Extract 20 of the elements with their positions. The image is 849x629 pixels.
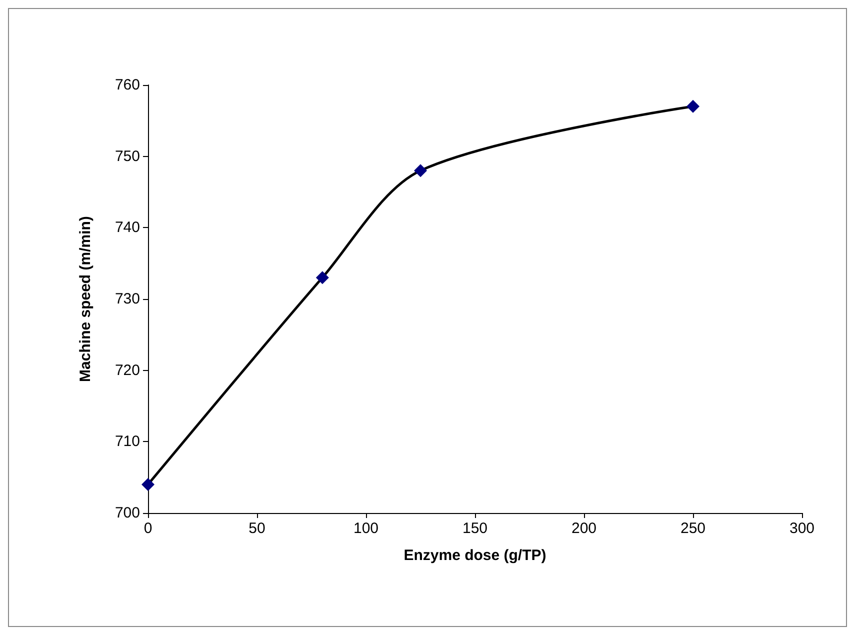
y-tick-label: 700 xyxy=(114,504,140,522)
point xyxy=(142,478,154,491)
point xyxy=(414,164,427,178)
x-tick-label: 200 xyxy=(571,520,597,537)
point xyxy=(316,271,329,284)
y-tick-label: 720 xyxy=(114,362,140,379)
y-tick-label: 760 xyxy=(114,76,140,94)
x-tick-label: 50 xyxy=(248,520,266,537)
x-tick-label: 150 xyxy=(462,520,488,537)
y-tick-label: 740 xyxy=(114,219,140,236)
x-tick-label: 100 xyxy=(353,520,379,537)
y-axis-title: Machine speed (m/min) xyxy=(77,216,94,382)
y-tick-label: 750 xyxy=(114,148,140,165)
x-tick-label: 0 xyxy=(144,520,152,537)
x-tick-label: 300 xyxy=(789,520,815,537)
x-axis-title: Enzyme dose (g/TP) xyxy=(404,547,546,564)
point xyxy=(686,100,700,113)
y-tick-label: 710 xyxy=(114,433,140,450)
x-tick-label: 250 xyxy=(680,520,706,537)
y-tick-label: 730 xyxy=(114,290,140,308)
